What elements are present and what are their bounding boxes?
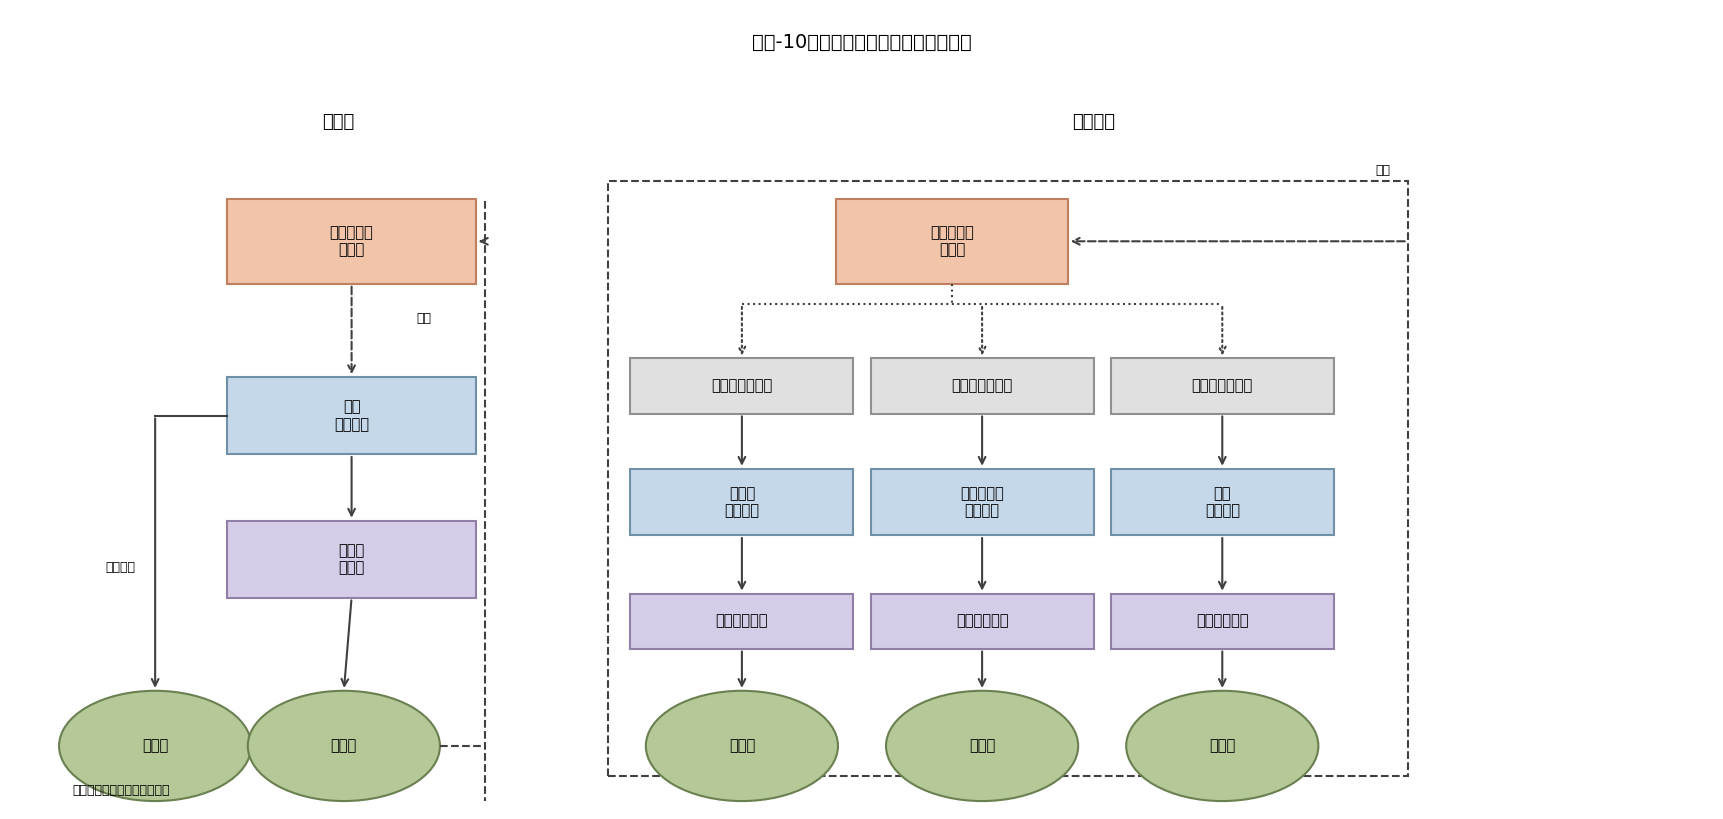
FancyBboxPatch shape xyxy=(836,199,1067,284)
Text: 自社
物流施設: 自社 物流施設 xyxy=(334,400,369,432)
Text: 図表-10　直販型とモール型の流通経路: 図表-10 直販型とモール型の流通経路 xyxy=(751,33,972,52)
FancyBboxPatch shape xyxy=(227,521,476,598)
FancyBboxPatch shape xyxy=(227,199,476,284)
Text: （出所）ニッセイ基礎研究所: （出所）ニッセイ基礎研究所 xyxy=(72,784,171,797)
Text: 宅配便事業者: 宅配便事業者 xyxy=(1196,613,1247,629)
Bar xyxy=(608,181,1406,776)
Text: ネット通販
事業者: ネット通販 事業者 xyxy=(329,225,374,257)
Text: 消費者: 消費者 xyxy=(331,739,357,753)
Text: 物流事業者
物流施設: 物流事業者 物流施設 xyxy=(960,486,1003,518)
Ellipse shape xyxy=(1125,690,1318,801)
FancyBboxPatch shape xyxy=(870,468,1092,535)
Text: 消費者: 消費者 xyxy=(729,739,755,753)
FancyBboxPatch shape xyxy=(631,359,853,414)
Ellipse shape xyxy=(886,690,1077,801)
Text: ネットショップ: ネットショップ xyxy=(951,378,1011,393)
FancyBboxPatch shape xyxy=(631,468,853,535)
Text: 発注: 発注 xyxy=(417,312,431,325)
FancyBboxPatch shape xyxy=(227,377,476,454)
Text: 消費者: 消費者 xyxy=(1208,739,1235,753)
Text: 直販型: 直販型 xyxy=(322,113,355,131)
Ellipse shape xyxy=(59,690,252,801)
Ellipse shape xyxy=(248,690,439,801)
FancyBboxPatch shape xyxy=(1110,468,1334,535)
FancyBboxPatch shape xyxy=(870,594,1092,649)
Text: ネットショップ: ネットショップ xyxy=(1191,378,1253,393)
Text: 宅配便事業者: 宅配便事業者 xyxy=(955,613,1008,629)
FancyBboxPatch shape xyxy=(1110,359,1334,414)
Text: 宅配便
事業者: 宅配便 事業者 xyxy=(338,543,365,575)
Text: 消費者: 消費者 xyxy=(968,739,994,753)
Text: ネット通販
事業者: ネット通販 事業者 xyxy=(930,225,973,257)
Text: モール
物流施設: モール 物流施設 xyxy=(724,486,758,518)
FancyBboxPatch shape xyxy=(870,359,1092,414)
FancyBboxPatch shape xyxy=(1110,594,1334,649)
FancyBboxPatch shape xyxy=(631,594,853,649)
Text: 発注: 発注 xyxy=(1375,164,1390,177)
Ellipse shape xyxy=(646,690,837,801)
Text: 自家配送: 自家配送 xyxy=(105,561,136,574)
Text: 自社
物流施設: 自社 物流施設 xyxy=(1204,486,1239,518)
Text: 消費者: 消費者 xyxy=(141,739,169,753)
Text: 宅配便事業者: 宅配便事業者 xyxy=(715,613,768,629)
Text: モール型: モール型 xyxy=(1072,113,1115,131)
Text: ネットショップ: ネットショップ xyxy=(712,378,772,393)
